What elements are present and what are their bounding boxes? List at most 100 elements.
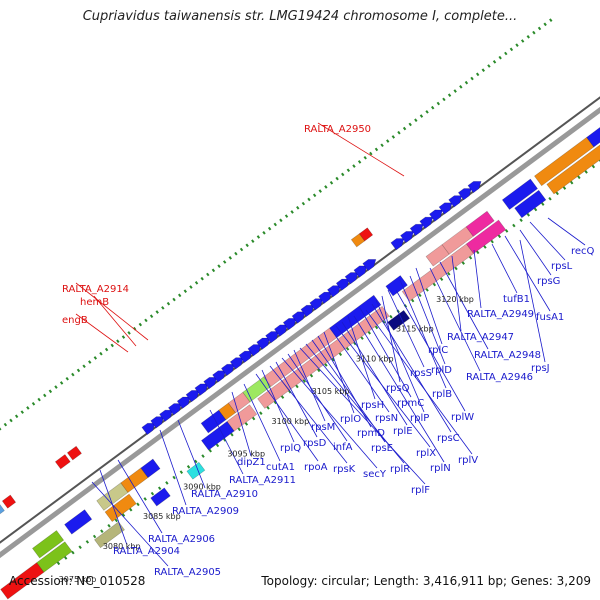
tick-mark: [150, 491, 155, 496]
tick-mark: [288, 389, 292, 394]
gene-label-ralta-a2949: RALTA_A2949: [467, 309, 534, 320]
gene-feature: [140, 458, 161, 479]
gene-feature: [94, 521, 125, 549]
label-leader-line: [529, 221, 566, 261]
gene-arrow: [457, 188, 472, 201]
gene-label-rplc: rplC: [428, 345, 448, 356]
gene-arrow: [150, 416, 165, 429]
tick-mark: [237, 427, 241, 432]
gene-feature: [358, 227, 374, 242]
tick-mark: [402, 126, 407, 131]
tick-mark: [121, 513, 126, 517]
gene-feature: [66, 445, 82, 461]
tick-mark: [526, 213, 531, 217]
label-leader-line: [365, 309, 473, 455]
tick-mark: [201, 454, 205, 458]
tick-mark: [186, 465, 191, 469]
gene-arrow: [220, 363, 235, 377]
tick-mark: [251, 416, 256, 421]
tick-mark: [26, 406, 30, 410]
gene-arrow: [318, 291, 333, 304]
tick-mark: [71, 550, 75, 555]
tick-mark: [208, 448, 212, 453]
tick-mark: [541, 202, 545, 206]
tick-mark: [504, 51, 508, 56]
tick-mark: [161, 306, 165, 310]
tick-mark: [532, 30, 536, 35]
tick-mark: [453, 89, 457, 93]
map-title: Cupriavidus taiwanensis str. LMG19424 ch…: [82, 9, 518, 24]
gene-feature: [465, 210, 495, 237]
tick-mark: [165, 481, 169, 485]
gene-feature: [150, 487, 171, 507]
tick-mark: [367, 330, 371, 335]
gene-label-engb: engB: [62, 315, 88, 326]
label-leader-line: [261, 369, 295, 443]
gene-label-ralta-a2904: RALTA_A2904: [113, 546, 180, 557]
tick-mark: [71, 372, 75, 377]
tick-mark: [172, 297, 176, 302]
label-leader-line: [281, 357, 378, 469]
tick-mark: [584, 170, 588, 174]
label-leader-line: [209, 409, 244, 475]
tick-mark: [9, 418, 13, 423]
tick-mark: [166, 301, 171, 306]
label-leaders: [75, 122, 586, 567]
gene-label-ralta-a2950: RALTA_A2950: [304, 124, 371, 135]
tick-mark: [549, 18, 553, 22]
tick-mark: [492, 60, 497, 64]
label-leader-line: [99, 469, 128, 546]
tick-mark: [324, 363, 328, 367]
tick-mark: [346, 168, 351, 173]
gene-arrow: [203, 377, 218, 390]
gene-label-rpss: rpsS: [410, 368, 432, 379]
tick-mark: [266, 406, 270, 410]
gene-arrow: [282, 318, 297, 331]
tick-mark: [217, 264, 221, 268]
tick-mark: [157, 486, 162, 491]
tick-mark: [459, 85, 463, 89]
gene-label-rplb: rplB: [432, 389, 452, 400]
scale-label: 3100 kbp: [272, 417, 310, 426]
tick-mark: [144, 318, 148, 323]
tick-mark: [85, 540, 90, 544]
label-leader-line: [287, 353, 348, 442]
label-leader-line: [299, 347, 426, 485]
tick-mark: [519, 218, 523, 222]
label-leader-line: [335, 325, 431, 448]
tick-mark: [215, 443, 220, 448]
tick-mark: [520, 39, 525, 43]
gene-label-rpmc: rpmC: [397, 398, 424, 409]
tick-mark: [353, 341, 357, 346]
tick-mark: [149, 314, 154, 319]
tick-mark: [262, 231, 266, 235]
tick-mark: [143, 497, 147, 501]
tick-mark: [230, 432, 234, 437]
tick-mark: [302, 379, 306, 383]
gene-feature: [514, 189, 547, 219]
tick-mark: [490, 239, 494, 244]
tick-mark: [464, 80, 469, 85]
gene-arrow: [141, 422, 156, 436]
gene-feature: [64, 509, 93, 535]
label-leader-line: [451, 255, 462, 332]
tick-mark: [273, 222, 277, 227]
gene-label-rplf: rplF: [411, 485, 430, 496]
tick-mark: [59, 381, 64, 385]
label-leader-line: [519, 229, 552, 276]
gene-label-rpoa: rpoA: [304, 462, 328, 473]
tick-mark: [20, 410, 24, 414]
tick-mark: [234, 251, 238, 256]
tick-mark: [3, 422, 8, 427]
gene-label-rplo: rplO: [340, 414, 361, 425]
tick-mark: [374, 147, 379, 152]
tick-mark: [418, 293, 422, 298]
tick-mark: [391, 135, 396, 139]
tick-mark: [442, 97, 446, 102]
gene-label-rpsg: rpsG: [537, 276, 560, 287]
tick-mark: [329, 180, 334, 185]
gene-tracks: [0, 96, 600, 600]
tick-mark: [512, 223, 516, 228]
label-leader-line: [231, 391, 252, 457]
